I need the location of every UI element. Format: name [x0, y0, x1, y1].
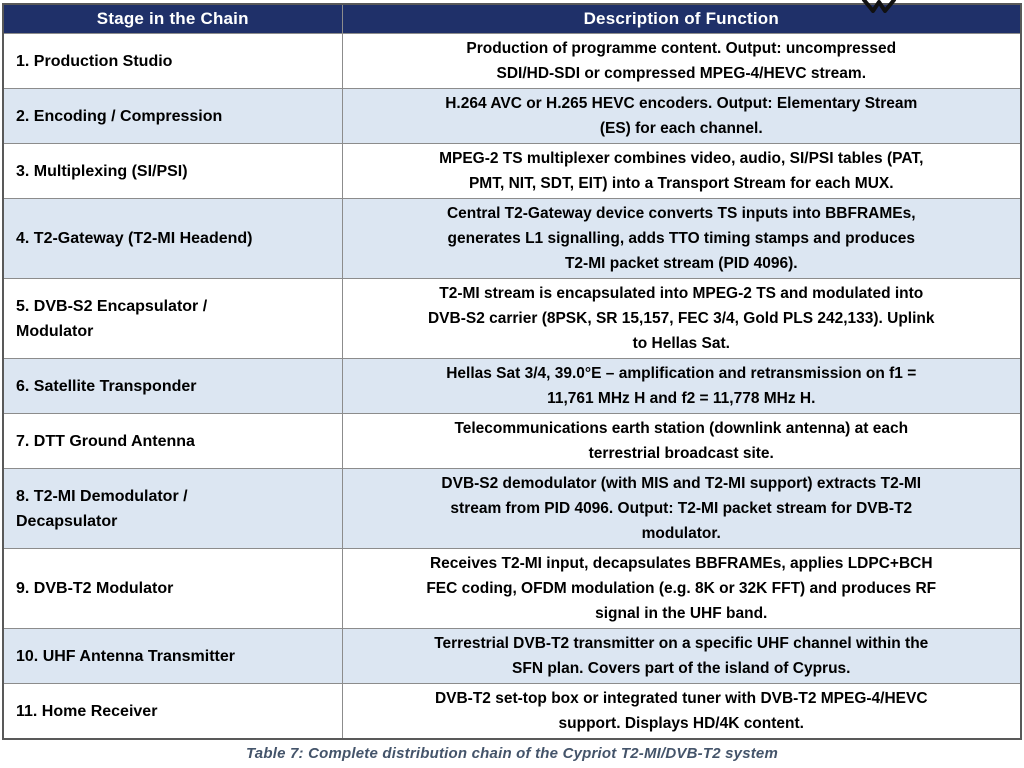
column-header-description: Description of Function	[341, 3, 1022, 34]
table-caption: Table 7: Complete distribution chain of …	[245, 745, 779, 762]
description-cell: H.264 AVC or H.265 HEVC encoders. Output…	[341, 88, 1022, 144]
description-cell: MPEG-2 TS multiplexer combines video, au…	[341, 143, 1022, 199]
column-header-stage: Stage in the Chain	[2, 3, 343, 34]
table-row: 1. Production Studio Production of progr…	[2, 33, 1022, 89]
stage-cell: 11. Home Receiver	[2, 683, 343, 740]
table-row: 11. Home Receiver DVB-T2 set-top box or …	[2, 683, 1022, 740]
description-cell: Hellas Sat 3/4, 39.0°E – amplification a…	[341, 358, 1022, 414]
table-row: 9. DVB-T2 Modulator Receives T2-MI input…	[2, 548, 1022, 629]
distribution-chain-table-container: Stage in the Chain Description of Functi…	[2, 3, 1022, 762]
table-row: 6. Satellite Transponder Hellas Sat 3/4,…	[2, 358, 1022, 414]
distribution-chain-table: Stage in the Chain Description of Functi…	[2, 3, 1022, 740]
description-cell: Receives T2-MI input, decapsulates BBFRA…	[341, 548, 1022, 629]
description-cell: Production of programme content. Output:…	[341, 33, 1022, 89]
description-cell: Telecommunications earth station (downli…	[341, 413, 1022, 469]
description-cell: DVB-S2 demodulator (with MIS and T2-MI s…	[341, 468, 1022, 549]
stage-cell: 2. Encoding / Compression	[2, 88, 343, 144]
stage-cell: 8. T2-MI Demodulator / Decapsulator	[2, 468, 343, 549]
table-header: Stage in the Chain Description of Functi…	[2, 3, 1022, 34]
stage-cell: 9. DVB-T2 Modulator	[2, 548, 343, 629]
table-row: 3. Multiplexing (SI/PSI) MPEG-2 TS multi…	[2, 143, 1022, 199]
description-cell: T2-MI stream is encapsulated into MPEG-2…	[341, 278, 1022, 359]
stage-cell: 1. Production Studio	[2, 33, 343, 89]
table-row: 2. Encoding / Compression H.264 AVC or H…	[2, 88, 1022, 144]
table-row: 7. DTT Ground Antenna Telecommunications…	[2, 413, 1022, 469]
stage-cell: 7. DTT Ground Antenna	[2, 413, 343, 469]
stage-cell: 4. T2-Gateway (T2-MI Headend)	[2, 198, 343, 279]
table-row: 8. T2-MI Demodulator / Decapsulator DVB-…	[2, 468, 1022, 549]
header-row: Stage in the Chain Description of Functi…	[2, 3, 1022, 34]
stage-cell: 6. Satellite Transponder	[2, 358, 343, 414]
description-cell: Central T2-Gateway device converts TS in…	[341, 198, 1022, 279]
table-body: 1. Production Studio Production of progr…	[2, 33, 1022, 740]
stage-cell: 3. Multiplexing (SI/PSI)	[2, 143, 343, 199]
description-cell: DVB-T2 set-top box or integrated tuner w…	[341, 683, 1022, 740]
table-row: 10. UHF Antenna Transmitter Terrestrial …	[2, 628, 1022, 684]
description-cell: Terrestrial DVB-T2 transmitter on a spec…	[341, 628, 1022, 684]
stage-cell: 5. DVB-S2 Encapsulator / Modulator	[2, 278, 343, 359]
table-row: 4. T2-Gateway (T2-MI Headend) Central T2…	[2, 198, 1022, 279]
stage-cell: 10. UHF Antenna Transmitter	[2, 628, 343, 684]
table-row: 5. DVB-S2 Encapsulator / Modulator T2-MI…	[2, 278, 1022, 359]
